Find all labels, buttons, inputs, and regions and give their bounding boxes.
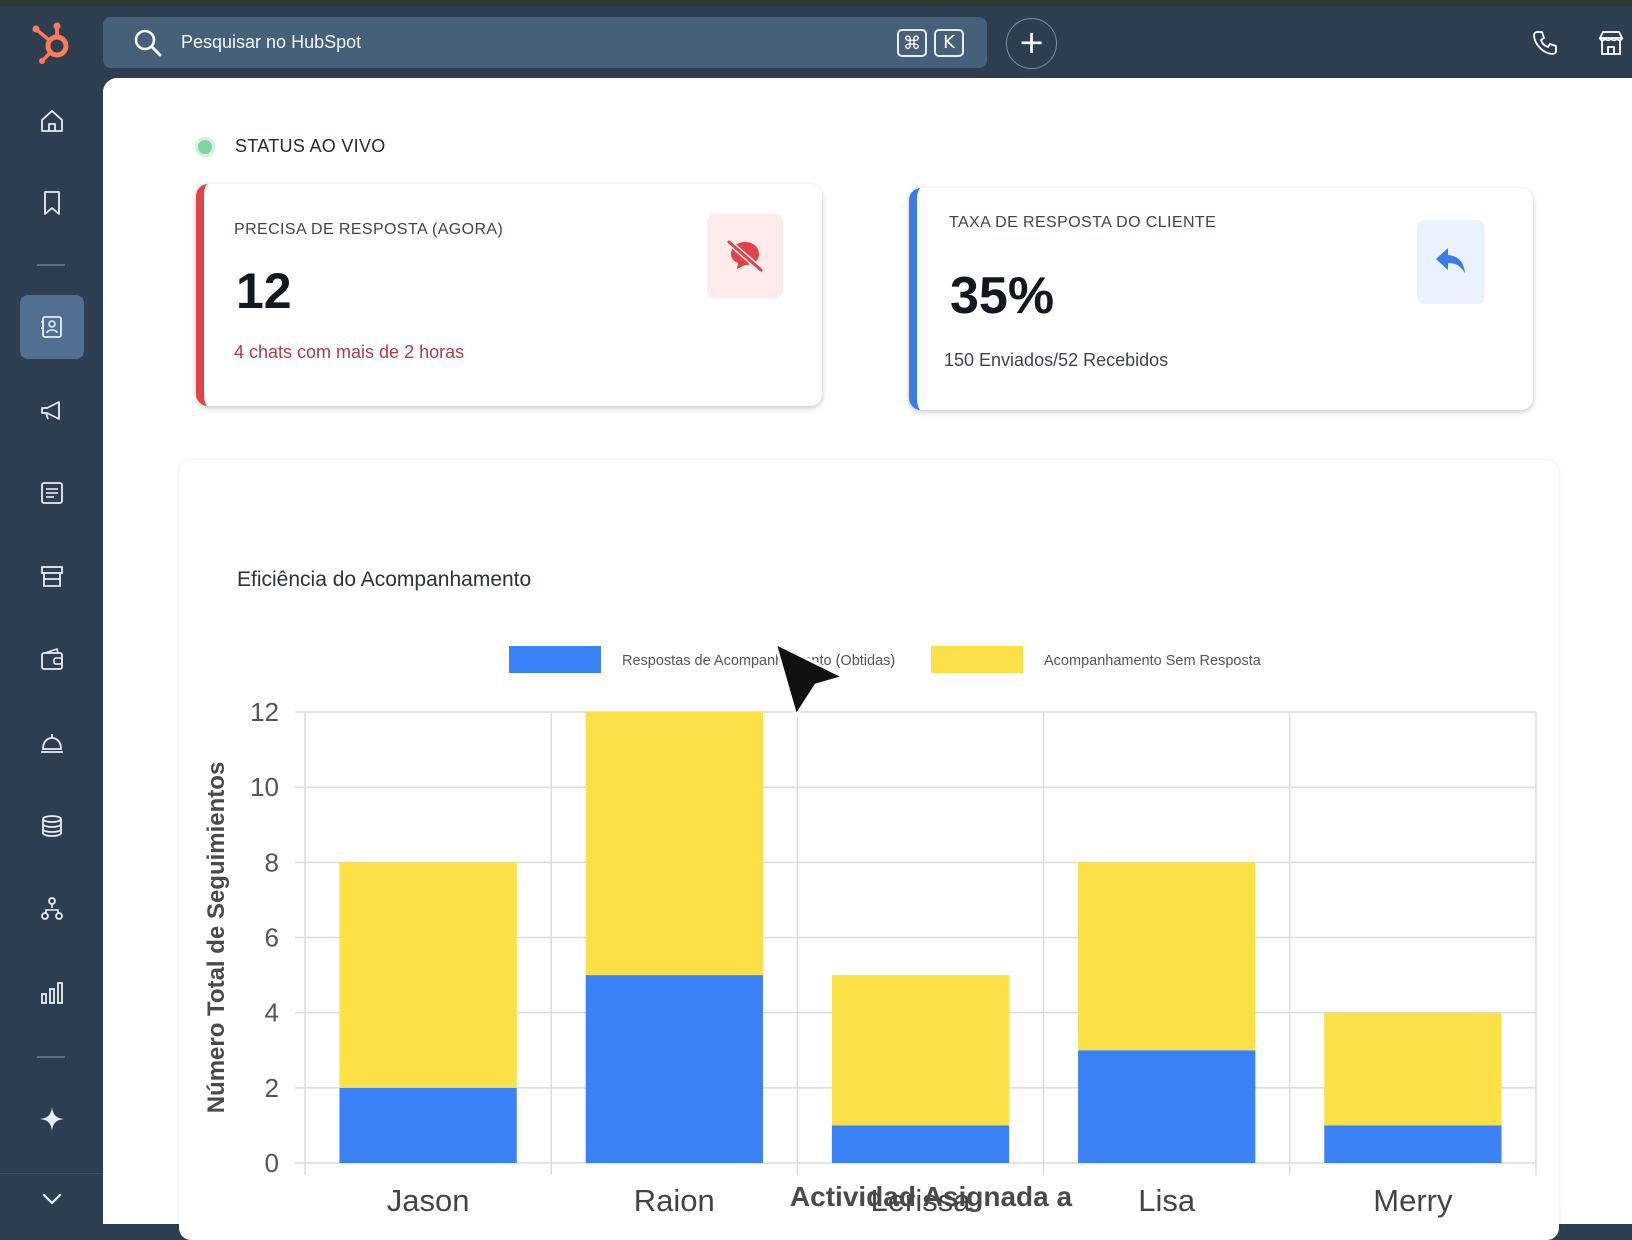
bar-segment-unanswered — [1324, 1012, 1502, 1126]
content-icon[interactable] — [20, 461, 84, 525]
legend-swatch — [931, 646, 1023, 673]
sidebar-divider — [37, 1056, 65, 1058]
create-new-button[interactable]: + — [1006, 18, 1057, 69]
card-subtext: 4 chats com mais de 2 horas — [234, 342, 465, 362]
y-tick-label: 2 — [265, 1073, 279, 1103]
y-tick-label: 8 — [265, 847, 279, 877]
search-bar[interactable]: Pesquisar no HubSpot ⌘ K — [103, 17, 987, 68]
stacked-bar-chart: 0 2 4 6 8 10 12 Jason Raion Lerissa Lisa Merry Respo… — [203, 646, 1537, 1218]
card-value: 12 — [236, 263, 292, 319]
legend-label: Acompanhamento Sem Resposta — [1044, 653, 1262, 669]
search-icon — [134, 29, 162, 57]
card-subtext: 150 Enviados/52 Recebidos — [944, 350, 1169, 370]
sidebar — [0, 78, 103, 1224]
bar-segment-obtained — [585, 975, 763, 1163]
expand-sidebar-button[interactable] — [0, 1173, 103, 1224]
chat-off-icon — [707, 214, 783, 298]
status-dot — [195, 136, 215, 157]
hubspot-logo-icon[interactable] — [30, 20, 76, 66]
shortcut-cmd-key: ⌘ — [897, 29, 927, 57]
search-placeholder[interactable]: Pesquisar no HubSpot — [181, 32, 362, 52]
x-tick-label: Lerissa — [871, 1183, 972, 1218]
wallet-icon[interactable] — [20, 628, 84, 692]
bar-segment-obtained — [339, 1087, 517, 1163]
reports-icon[interactable] — [20, 961, 84, 1025]
y-tick-label: 6 — [265, 923, 279, 953]
home-icon[interactable] — [20, 89, 84, 153]
marketplace-icon[interactable] — [1596, 28, 1626, 58]
shortcut-k-key: K — [934, 29, 964, 57]
x-tick-label: Raion — [634, 1183, 715, 1218]
chevron-down-icon — [42, 1193, 61, 1205]
card-label: TAXA DE RESPOSTA DO CLIENTE — [949, 214, 1217, 231]
bar-segment-obtained — [831, 1125, 1010, 1163]
bar-segment-obtained — [1324, 1125, 1502, 1163]
x-tick-label: Jason — [387, 1183, 470, 1218]
bar-segment-unanswered — [1078, 862, 1256, 1051]
follow-up-efficiency-chart-card: Eficiência do Acompanhamento 0 2 4 6 8 10 12 Ja… — [179, 460, 1559, 1240]
main-content: STATUS AO VIVO PRECISA DE RESPOSTA (AGOR… — [103, 78, 1632, 1240]
customer-response-rate-card[interactable]: TAXA DE RESPOSTA DO CLIENTE 35% 150 Envi… — [909, 188, 1533, 410]
service-bell-icon[interactable] — [20, 711, 84, 775]
legend-label: Respostas de Acompanhamento (Obtidas) — [622, 653, 895, 669]
x-tick-label: Lisa — [1138, 1183, 1196, 1218]
commerce-icon[interactable] — [20, 544, 84, 608]
bar-segment-unanswered — [831, 975, 1010, 1126]
sidebar-divider — [37, 264, 65, 266]
contacts-icon[interactable] — [20, 295, 84, 359]
needs-response-card[interactable]: PRECISA DE RESPOSTA (AGORA) 12 4 chats c… — [196, 184, 822, 406]
top-navigation-bar: Pesquisar no HubSpot ⌘ K + — [0, 0, 1632, 78]
bar-segment-obtained — [1078, 1050, 1256, 1163]
card-label: PRECISA DE RESPOSTA (AGORA) — [234, 221, 504, 238]
y-tick-label: 12 — [250, 697, 279, 727]
database-icon[interactable] — [20, 794, 84, 858]
mouse-cursor-icon — [773, 641, 846, 718]
card-value: 35% — [950, 267, 1055, 325]
top-border — [0, 0, 1632, 6]
chart-title: Eficiência do Acompanhamento — [237, 568, 532, 591]
y-axis-label: Número Total de Seguimientos — [203, 762, 230, 1114]
bookmark-icon[interactable] — [20, 171, 84, 235]
megaphone-icon[interactable] — [20, 378, 84, 442]
live-status: STATUS AO VIVO — [195, 136, 386, 157]
sparkle-icon[interactable] — [20, 1087, 84, 1151]
y-tick-label: 10 — [250, 772, 279, 802]
bar-segment-unanswered — [339, 862, 517, 1088]
y-tick-label: 0 — [265, 1148, 279, 1178]
x-axis-label: Actividad Asignada a — [790, 1181, 1073, 1212]
status-label: STATUS AO VIVO — [235, 136, 386, 156]
y-tick-label: 4 — [265, 998, 279, 1028]
workflows-icon[interactable] — [20, 877, 84, 941]
bar-segment-unanswered — [585, 712, 763, 976]
legend-swatch — [509, 646, 601, 673]
phone-icon[interactable] — [1530, 28, 1560, 58]
reply-icon — [1417, 220, 1485, 304]
x-tick-label: Merry — [1373, 1183, 1453, 1218]
